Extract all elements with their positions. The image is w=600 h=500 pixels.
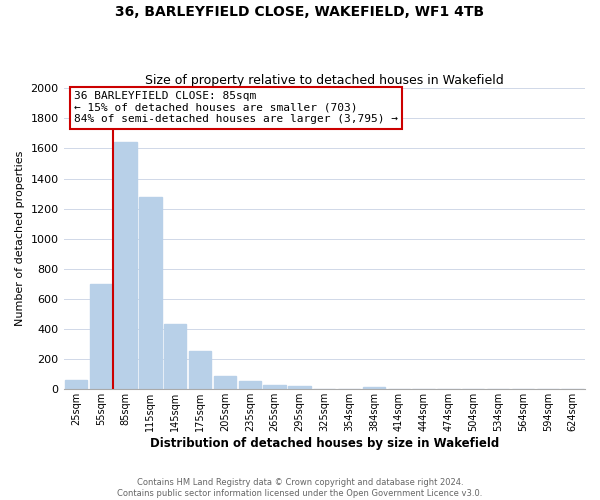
Bar — [115, 142, 137, 390]
X-axis label: Distribution of detached houses by size in Wakefield: Distribution of detached houses by size … — [149, 437, 499, 450]
Bar — [189, 351, 211, 390]
Y-axis label: Number of detached properties: Number of detached properties — [15, 151, 25, 326]
Bar — [139, 196, 161, 390]
Title: Size of property relative to detached houses in Wakefield: Size of property relative to detached ho… — [145, 74, 503, 87]
Text: Contains HM Land Registry data © Crown copyright and database right 2024.
Contai: Contains HM Land Registry data © Crown c… — [118, 478, 482, 498]
Bar — [239, 381, 261, 390]
Bar — [363, 387, 385, 390]
Bar — [89, 284, 112, 390]
Text: 36 BARLEYFIELD CLOSE: 85sqm
← 15% of detached houses are smaller (703)
84% of se: 36 BARLEYFIELD CLOSE: 85sqm ← 15% of det… — [74, 91, 398, 124]
Text: 36, BARLEYFIELD CLOSE, WAKEFIELD, WF1 4TB: 36, BARLEYFIELD CLOSE, WAKEFIELD, WF1 4T… — [115, 5, 485, 19]
Bar — [263, 385, 286, 390]
Bar — [288, 386, 311, 390]
Bar — [214, 376, 236, 390]
Bar — [164, 324, 187, 390]
Bar — [65, 380, 87, 390]
